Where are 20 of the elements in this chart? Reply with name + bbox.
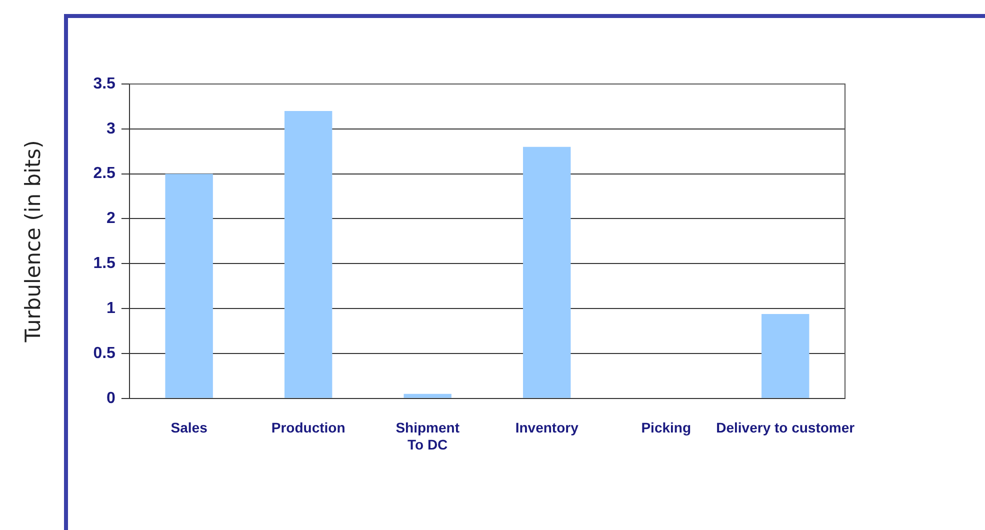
y-tick-label: 1 (106, 300, 116, 317)
x-tick-label: Production (271, 420, 346, 436)
y-tick-label: 1.5 (93, 255, 116, 272)
bar (762, 314, 810, 398)
bar (284, 110, 332, 398)
y-tick-label: 3 (106, 120, 116, 138)
bar (404, 394, 452, 398)
y-tick-label: 0 (106, 390, 116, 407)
x-tick-label: Inventory (515, 420, 579, 436)
y-tick-label: 0.5 (93, 344, 116, 362)
y-axis-title: Turbulence (in bits) (21, 140, 46, 344)
y-tick-label: 2 (106, 210, 116, 228)
x-tick-label: Picking (641, 420, 692, 436)
y-tick-label: 3.5 (93, 75, 116, 92)
bar (165, 174, 213, 398)
x-tick-label: Sales (170, 420, 208, 436)
x-tick-label: Shipment To DC (396, 420, 460, 452)
y-tick-label: 2.5 (93, 165, 116, 182)
bar (523, 146, 571, 398)
x-tick-label: Delivery to customer (716, 420, 856, 436)
